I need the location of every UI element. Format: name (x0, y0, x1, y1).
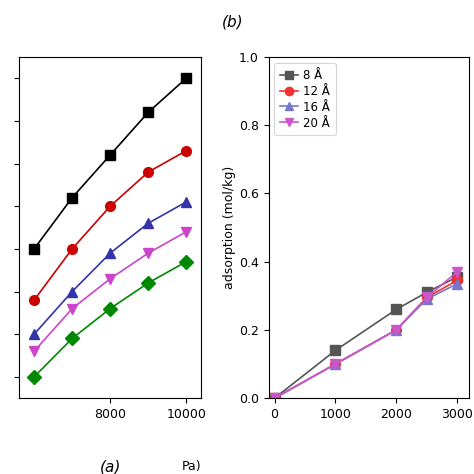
8 Å (454, 274, 460, 280)
12 Å (272, 395, 277, 401)
8 Å (393, 307, 399, 312)
20 Å (393, 327, 399, 333)
12 Å (393, 327, 399, 333)
12 Å (454, 278, 460, 283)
20 Å (272, 395, 277, 401)
16 Å (424, 296, 429, 302)
12 Å (424, 295, 429, 301)
Text: Pa): Pa) (182, 460, 201, 473)
20 Å (454, 269, 460, 275)
Text: (b): (b) (221, 15, 243, 29)
Line: 16 Å: 16 Å (270, 279, 462, 403)
Legend: 8 Å, 12 Å, 16 Å, 20 Å: 8 Å, 12 Å, 16 Å, 20 Å (274, 63, 336, 136)
16 Å (393, 327, 399, 333)
12 Å (333, 361, 338, 367)
Text: (a): (a) (100, 460, 121, 474)
16 Å (333, 361, 338, 367)
8 Å (333, 347, 338, 353)
Line: 8 Å: 8 Å (270, 272, 462, 403)
20 Å (333, 361, 338, 367)
Line: 20 Å: 20 Å (270, 267, 462, 403)
8 Å (272, 395, 277, 401)
Line: 12 Å: 12 Å (270, 275, 462, 403)
20 Å (424, 295, 429, 301)
16 Å (272, 395, 277, 401)
8 Å (424, 290, 429, 295)
Y-axis label: adsorption (mol/kg): adsorption (mol/kg) (223, 166, 236, 289)
16 Å (454, 281, 460, 287)
